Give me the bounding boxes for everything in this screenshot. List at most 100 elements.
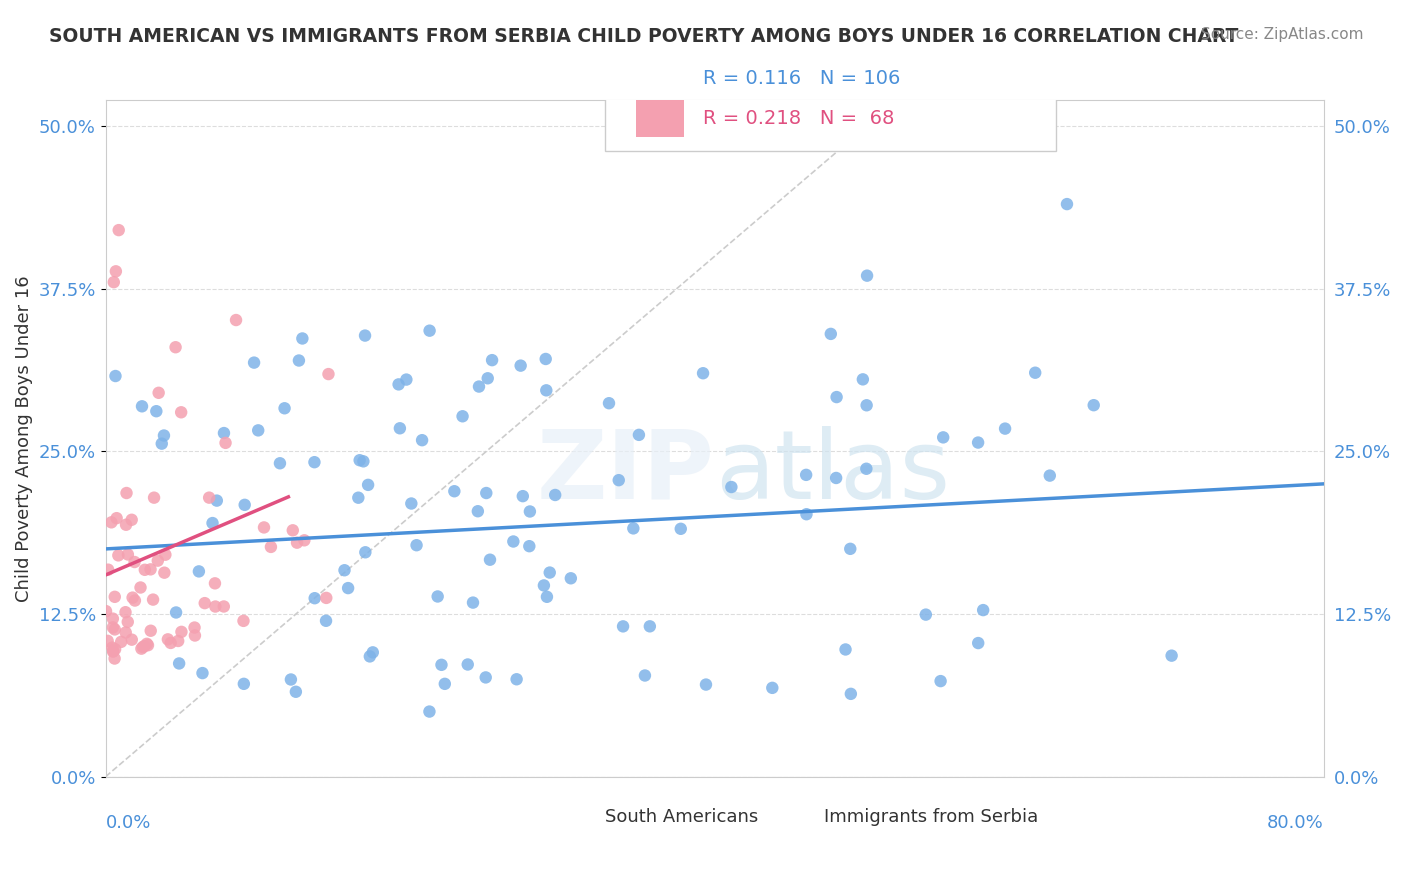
Bar [562, 807, 593, 828]
South Americans [357, 478, 380, 492]
Immigrants from Serbia [121, 632, 143, 647]
South Americans [481, 353, 503, 368]
Immigrants from Serbia [139, 624, 162, 638]
Immigrants from Serbia [232, 614, 254, 628]
South Americans [443, 484, 465, 499]
Immigrants from Serbia [153, 566, 176, 580]
Immigrants from Serbia [318, 367, 340, 381]
Immigrants from Serbia [94, 604, 117, 618]
South Americans [794, 467, 817, 482]
Immigrants from Serbia [253, 520, 276, 534]
South Americans [692, 366, 714, 380]
South Americans [337, 581, 360, 595]
Y-axis label: Child Poverty Among Boys Under 16: Child Poverty Among Boys Under 16 [15, 275, 32, 601]
Immigrants from Serbia [136, 638, 159, 652]
South Americans [354, 545, 377, 559]
Immigrants from Serbia [104, 590, 127, 604]
Immigrants from Serbia [104, 623, 127, 637]
South Americans [1024, 366, 1046, 380]
Immigrants from Serbia [132, 640, 155, 654]
South Americans [612, 619, 634, 633]
Immigrants from Serbia [159, 636, 181, 650]
Text: R = 0.116   N = 106: R = 0.116 N = 106 [703, 69, 900, 87]
Immigrants from Serbia [103, 275, 125, 289]
South Americans [627, 428, 650, 442]
Immigrants from Serbia [105, 511, 128, 525]
Immigrants from Serbia [170, 624, 193, 639]
South Americans [914, 607, 936, 622]
South Americans [1160, 648, 1182, 663]
South Americans [201, 516, 224, 530]
South Americans [929, 674, 952, 689]
Immigrants from Serbia [121, 591, 143, 605]
South Americans [205, 493, 228, 508]
Immigrants from Serbia [115, 517, 138, 532]
South Americans [1056, 197, 1078, 211]
South Americans [291, 331, 314, 345]
South Americans [477, 371, 499, 385]
South Americans [517, 539, 540, 553]
Immigrants from Serbia [165, 340, 187, 354]
Immigrants from Serbia [167, 634, 190, 648]
Immigrants from Serbia [104, 264, 127, 278]
South Americans [131, 399, 153, 413]
Text: 80.0%: 80.0% [1267, 814, 1324, 832]
Immigrants from Serbia [260, 540, 283, 554]
South Americans [720, 480, 742, 494]
Text: Immigrants from Serbia: Immigrants from Serbia [824, 808, 1039, 826]
South Americans [347, 491, 370, 505]
South Americans [536, 590, 558, 604]
South Americans [1039, 468, 1062, 483]
Immigrants from Serbia [135, 637, 157, 651]
South Americans [167, 657, 190, 671]
Immigrants from Serbia [285, 535, 308, 549]
South Americans [349, 453, 371, 467]
South Americans [825, 471, 848, 485]
South Americans [634, 668, 657, 682]
South Americans [839, 541, 862, 556]
South Americans [796, 507, 818, 521]
Immigrants from Serbia [121, 513, 143, 527]
South Americans [419, 324, 441, 338]
Text: SOUTH AMERICAN VS IMMIGRANTS FROM SERBIA CHILD POVERTY AMONG BOYS UNDER 16 CORRE: SOUTH AMERICAN VS IMMIGRANTS FROM SERBIA… [49, 27, 1239, 45]
South Americans [598, 396, 620, 410]
South Americans [533, 578, 555, 592]
South Americans [273, 401, 295, 416]
South Americans [475, 486, 498, 500]
Text: atlas: atlas [714, 425, 950, 518]
South Americans [505, 673, 527, 687]
South Americans [243, 356, 266, 370]
Immigrants from Serbia [115, 486, 138, 500]
Immigrants from Serbia [117, 615, 139, 629]
Immigrants from Serbia [117, 548, 139, 562]
South Americans [280, 673, 302, 687]
Immigrants from Serbia [212, 599, 235, 614]
South Americans [468, 379, 491, 393]
Immigrants from Serbia [101, 612, 124, 626]
South Americans [1083, 398, 1105, 412]
South Americans [761, 681, 783, 695]
South Americans [695, 677, 717, 691]
Immigrants from Serbia [198, 491, 221, 505]
Immigrants from Serbia [100, 516, 122, 530]
South Americans [457, 657, 479, 672]
Immigrants from Serbia [225, 313, 247, 327]
South Americans [607, 473, 630, 487]
Immigrants from Serbia [204, 576, 226, 591]
Immigrants from Serbia [315, 591, 337, 605]
South Americans [247, 423, 270, 437]
Immigrants from Serbia [134, 563, 156, 577]
Immigrants from Serbia [292, 533, 315, 548]
South Americans [304, 455, 326, 469]
Immigrants from Serbia [142, 592, 165, 607]
South Americans [352, 454, 374, 468]
South Americans [418, 705, 440, 719]
Immigrants from Serbia [214, 435, 236, 450]
Immigrants from Serbia [156, 632, 179, 647]
Immigrants from Serbia [170, 405, 193, 419]
South Americans [232, 677, 254, 691]
Immigrants from Serbia [139, 562, 162, 576]
South Americans [855, 398, 877, 412]
South Americans [820, 326, 842, 341]
South Americans [315, 614, 337, 628]
